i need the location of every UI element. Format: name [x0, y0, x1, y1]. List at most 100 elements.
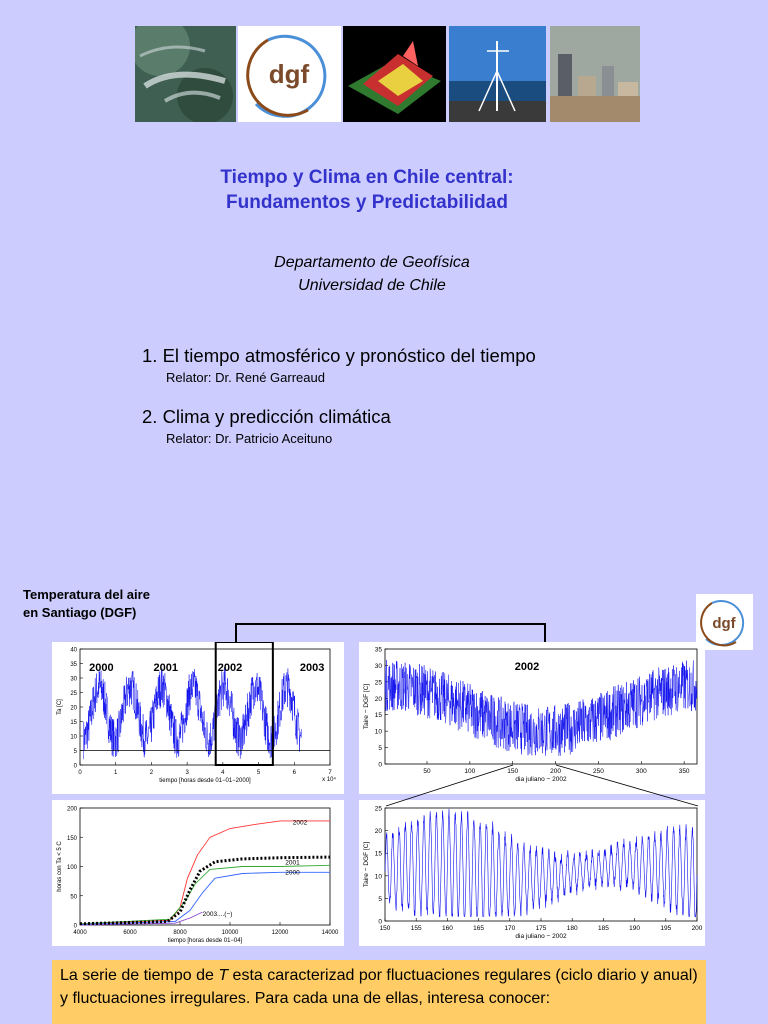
city-skyline-image [550, 26, 640, 122]
y-axis-label: Taire − DGF [C] [363, 842, 370, 888]
x-tick-label: 10000 [222, 930, 239, 936]
y-tick-label: 10 [70, 735, 77, 741]
caption-text-post: esta caracterizad por fluctuaciones regu… [60, 967, 698, 1007]
series-line [79, 855, 331, 926]
y-tick-label: 0 [378, 762, 382, 769]
y-tick-label: 0 [74, 764, 78, 770]
section-label-line-1: Temperatura del aire [23, 587, 150, 602]
y-tick-label: 5 [74, 749, 78, 755]
x-tick-label: 160 [442, 925, 453, 932]
x-tick-label: 4000 [73, 930, 87, 936]
plot-frame [384, 648, 698, 765]
x-tick-label: 195 [660, 925, 671, 932]
x-tick-label: 6000 [123, 930, 137, 936]
logo-text: dgf [269, 59, 310, 89]
y-tick-label: 50 [70, 894, 77, 900]
department: Departamento de Geofísica Universidad de… [0, 251, 744, 297]
title-line-1: Tiempo y Clima en Chile central: [220, 167, 514, 188]
3d-terrain-image [343, 26, 446, 122]
list-item-1: 1. El tiempo atmosférico y pronóstico de… [142, 345, 536, 366]
y-tick-label: 10 [375, 729, 383, 736]
x-tick-label: 7 [328, 770, 332, 776]
dept-line-2: Universidad de Chile [298, 277, 446, 294]
x-tick-label: 8000 [173, 930, 187, 936]
y-tick-label: 40 [70, 648, 77, 654]
section-label: Temperatura del aire en Santiago (DGF) [23, 586, 150, 622]
y-axis-label: Taire − DGF [C] [363, 684, 370, 730]
y-tick-label: 25 [70, 691, 77, 697]
x-tick-label: 155 [411, 925, 422, 932]
temperature-series [83, 667, 302, 760]
series-label: 2003....(−) [203, 911, 233, 918]
y-tick-label: 15 [70, 720, 77, 726]
series-label: 2002 [293, 819, 308, 826]
relator-2: Relator: Dr. Patricio Aceituno [166, 431, 333, 446]
year-label: 2002 [218, 662, 242, 674]
y-tick-label: 20 [70, 706, 77, 712]
chart-temperature-2002: 50 100 150 200 250 300 350 0 5 10 15 20 25 30 35 dia ju… [359, 642, 705, 794]
y-tick-label: 30 [70, 677, 77, 683]
x-tick-label: 0 [78, 770, 82, 776]
y-tick-label: 25 [375, 806, 383, 813]
y-tick-label: 35 [375, 647, 383, 654]
relator-1: Relator: Dr. René Garreaud [166, 370, 325, 385]
y-tick-label: 20 [375, 828, 383, 835]
y-tick-label: 10 [375, 873, 383, 880]
x-tick-label: 2 [150, 770, 154, 776]
y-tick-label: 5 [378, 745, 382, 752]
x-tick-label: 190 [629, 925, 640, 932]
temperature-series-2002 [384, 659, 698, 756]
title-line-2: Fundamentos y Predictabilidad [226, 192, 508, 213]
weather-station-image [449, 26, 546, 122]
caption-box: La serie de tiempo de T esta caracteriza… [52, 960, 706, 1024]
y-tick-label: 0 [378, 919, 382, 926]
x-tick-label: 1 [114, 770, 118, 776]
y-tick-label: 5 [378, 896, 382, 903]
x-tick-label: 350 [679, 768, 690, 775]
x-tick-label: 200 [692, 925, 703, 932]
x-axis-label: tiempo [horas desde 01−01−2000] [159, 778, 251, 784]
x-tick-label: 4 [221, 770, 225, 776]
x-tick-label: 100 [464, 768, 475, 775]
y-tick-label: 20 [375, 696, 383, 703]
y-tick-label: 35 [70, 662, 77, 668]
temperature-series-zoom [384, 808, 698, 918]
series-label: 2000 [285, 870, 300, 877]
highlight-box [214, 641, 274, 766]
chart-temperature-2000-2003: 0 1 2 3 4 5 6 7 0 5 10 15 20 25 30 35 40 tiempo [horas de… [52, 641, 344, 794]
y-tick-label: 15 [375, 712, 383, 719]
year-label: 2000 [89, 662, 113, 674]
x-tick-label: 50 [423, 768, 431, 775]
x-tick-label: 185 [598, 925, 609, 932]
y-tick-label: 15 [375, 851, 383, 858]
x-tick-label: 300 [636, 768, 647, 775]
x-tick-label: 14000 [322, 930, 339, 936]
series-label: 2001 [285, 860, 300, 867]
list-item-2: 2. Clima y predicción climática [142, 406, 391, 427]
y-tick-label: 150 [67, 836, 78, 842]
page-title: Tiempo y Clima en Chile central: Fundame… [0, 165, 734, 215]
x-tick-label: 5 [257, 770, 261, 776]
x-tick-label: 3 [185, 770, 189, 776]
x-axis-label: tiempo [horas desde 01−04] [168, 938, 243, 944]
year-label: 2001 [153, 662, 177, 674]
year-label: 2003 [300, 662, 324, 674]
series-line [79, 871, 330, 925]
x-tick-label: 150 [507, 768, 518, 775]
chart-title: 2002 [515, 661, 539, 673]
x-multiplier: x 10⁴ [322, 776, 336, 783]
chart-temperature-zoom: 150 155 160 165 170 175 180 185 190 195 200 0 5 10 15 2… [359, 800, 705, 946]
caption-text-pre: La serie de tiempo de [60, 967, 219, 984]
y-tick-label: 100 [67, 865, 78, 871]
series-line [79, 864, 331, 925]
caption-variable: T [218, 967, 229, 984]
x-tick-label: 175 [536, 925, 547, 932]
y-tick-label: 0 [74, 924, 78, 930]
x-axis-label: dia juliano − 2002 [515, 933, 567, 940]
x-tick-label: 165 [473, 925, 484, 932]
y-tick-label: 30 [375, 663, 383, 670]
x-tick-label: 170 [504, 925, 515, 932]
logo-text-small: dgf [712, 615, 736, 632]
x-tick-label: 150 [380, 925, 391, 932]
x-tick-label: 180 [567, 925, 578, 932]
